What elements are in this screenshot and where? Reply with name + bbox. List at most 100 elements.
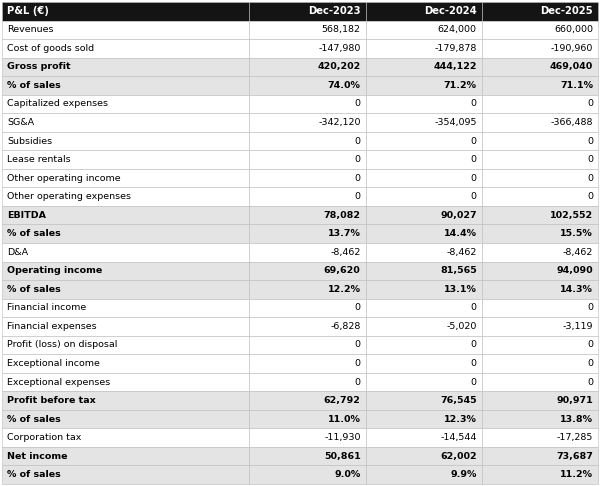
- Text: -354,095: -354,095: [434, 118, 477, 127]
- Bar: [365, 39, 482, 58]
- Bar: [250, 169, 365, 188]
- Text: 0: 0: [587, 174, 593, 183]
- Bar: [482, 280, 598, 298]
- Text: Exceptional income: Exceptional income: [7, 359, 100, 368]
- Bar: [250, 58, 365, 76]
- Bar: [482, 298, 598, 317]
- Text: 0: 0: [587, 378, 593, 386]
- Text: 0: 0: [471, 155, 477, 164]
- Text: 62,002: 62,002: [440, 451, 477, 461]
- Bar: [365, 354, 482, 373]
- Text: 50,861: 50,861: [324, 451, 361, 461]
- Text: Cost of goods sold: Cost of goods sold: [7, 44, 94, 53]
- Bar: [482, 206, 598, 225]
- Text: 0: 0: [471, 303, 477, 312]
- Text: 102,552: 102,552: [550, 211, 593, 220]
- Bar: [250, 261, 365, 280]
- Text: 420,202: 420,202: [317, 62, 361, 71]
- Bar: [365, 373, 482, 391]
- Text: EBITDA: EBITDA: [7, 211, 46, 220]
- Text: 62,792: 62,792: [323, 396, 361, 405]
- Text: Subsidies: Subsidies: [7, 137, 52, 145]
- Bar: [250, 391, 365, 410]
- Bar: [365, 206, 482, 225]
- Bar: [482, 20, 598, 39]
- Text: 624,000: 624,000: [438, 25, 477, 35]
- Text: 0: 0: [587, 303, 593, 312]
- Text: D&A: D&A: [7, 248, 28, 257]
- Bar: [482, 188, 598, 206]
- Text: -17,285: -17,285: [557, 433, 593, 442]
- Bar: [2, 206, 250, 225]
- Text: 0: 0: [471, 341, 477, 349]
- Text: -5,020: -5,020: [446, 322, 477, 331]
- Bar: [482, 58, 598, 76]
- Bar: [365, 95, 482, 113]
- Text: -342,120: -342,120: [318, 118, 361, 127]
- Text: 444,122: 444,122: [433, 62, 477, 71]
- Text: 0: 0: [587, 192, 593, 201]
- Text: 0: 0: [587, 137, 593, 145]
- Bar: [482, 466, 598, 484]
- Bar: [482, 113, 598, 132]
- Text: 12.3%: 12.3%: [444, 415, 477, 424]
- Text: 90,027: 90,027: [440, 211, 477, 220]
- Bar: [250, 132, 365, 150]
- Bar: [250, 20, 365, 39]
- Bar: [2, 39, 250, 58]
- Text: 0: 0: [471, 100, 477, 108]
- Text: 469,040: 469,040: [550, 62, 593, 71]
- Bar: [365, 336, 482, 354]
- Text: 0: 0: [355, 192, 361, 201]
- Bar: [250, 317, 365, 336]
- Bar: [2, 280, 250, 298]
- Bar: [2, 150, 250, 169]
- Bar: [365, 20, 482, 39]
- Bar: [250, 280, 365, 298]
- Bar: [2, 317, 250, 336]
- Text: -179,878: -179,878: [434, 44, 477, 53]
- Text: 0: 0: [587, 100, 593, 108]
- Text: Capitalized expenses: Capitalized expenses: [7, 100, 108, 108]
- Bar: [482, 354, 598, 373]
- Bar: [250, 113, 365, 132]
- Bar: [2, 188, 250, 206]
- Text: 9.9%: 9.9%: [451, 470, 477, 479]
- Bar: [365, 447, 482, 466]
- Bar: [365, 243, 482, 261]
- Bar: [2, 2, 250, 20]
- Text: 81,565: 81,565: [440, 266, 477, 275]
- Text: 13.1%: 13.1%: [444, 285, 477, 294]
- Text: 71.2%: 71.2%: [444, 81, 477, 90]
- Bar: [2, 391, 250, 410]
- Bar: [2, 169, 250, 188]
- Bar: [250, 206, 365, 225]
- Bar: [365, 113, 482, 132]
- Bar: [365, 261, 482, 280]
- Text: -6,828: -6,828: [330, 322, 361, 331]
- Text: -8,462: -8,462: [563, 248, 593, 257]
- Text: 15.5%: 15.5%: [560, 229, 593, 238]
- Bar: [365, 298, 482, 317]
- Text: 0: 0: [587, 341, 593, 349]
- Bar: [250, 2, 365, 20]
- Text: -190,960: -190,960: [551, 44, 593, 53]
- Bar: [365, 58, 482, 76]
- Text: Dec-2024: Dec-2024: [424, 6, 477, 16]
- Bar: [482, 243, 598, 261]
- Bar: [2, 58, 250, 76]
- Text: % of sales: % of sales: [7, 229, 61, 238]
- Bar: [365, 391, 482, 410]
- Text: -8,462: -8,462: [330, 248, 361, 257]
- Text: Lease rentals: Lease rentals: [7, 155, 71, 164]
- Bar: [2, 447, 250, 466]
- Bar: [482, 2, 598, 20]
- Bar: [2, 466, 250, 484]
- Text: 76,545: 76,545: [440, 396, 477, 405]
- Bar: [365, 466, 482, 484]
- Text: 568,182: 568,182: [322, 25, 361, 35]
- Text: SG&A: SG&A: [7, 118, 34, 127]
- Bar: [482, 447, 598, 466]
- Bar: [250, 336, 365, 354]
- Bar: [250, 225, 365, 243]
